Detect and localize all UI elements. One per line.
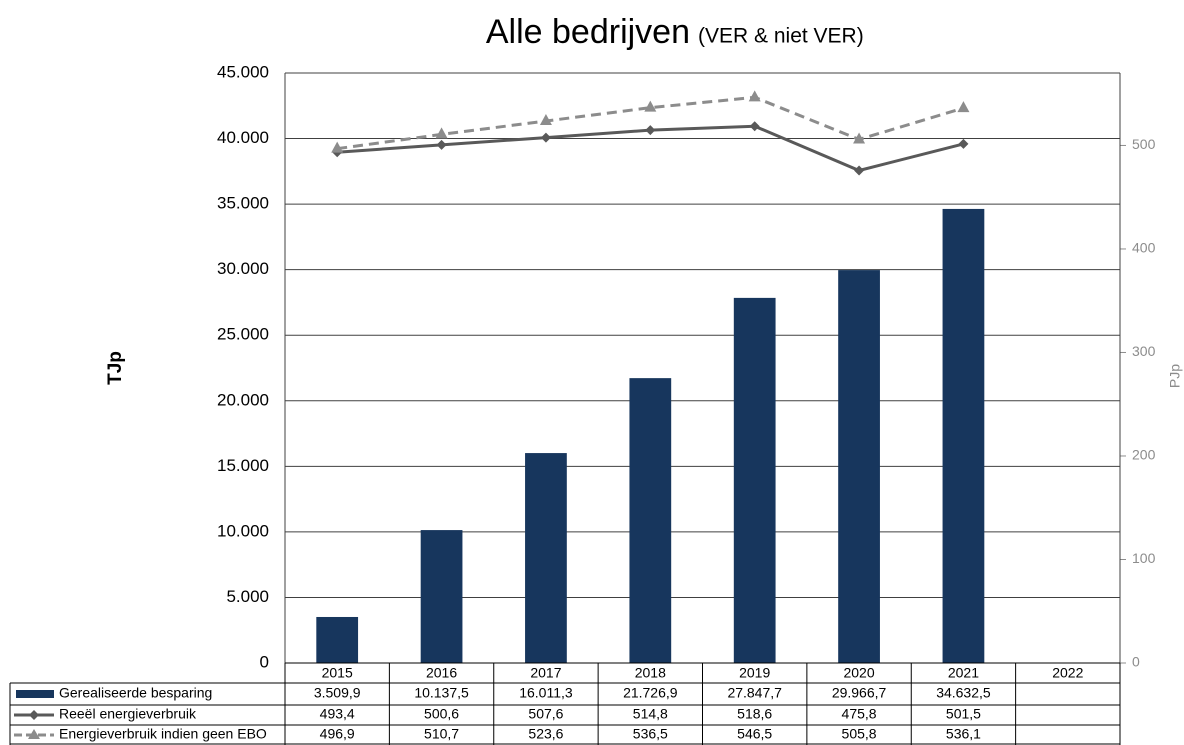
- marker: [540, 132, 551, 143]
- legend-marker: [28, 729, 40, 739]
- legend-swatch: [16, 690, 54, 698]
- table-value: 507,6: [528, 706, 563, 722]
- x-tick-label: 2021: [948, 665, 979, 681]
- chart-title: Alle bedrijven: [486, 13, 690, 51]
- y2-tick-label: 200: [1132, 447, 1156, 463]
- legend-label: Energieverbruik indien geen EBO: [59, 726, 267, 742]
- y2-tick-label: 500: [1132, 136, 1156, 152]
- table-value: 523,6: [528, 726, 563, 742]
- bar: [733, 297, 776, 663]
- y-tick-label: 10.000: [217, 521, 269, 540]
- legend-marker: [29, 710, 39, 720]
- marker: [958, 138, 969, 149]
- y-tick-label: 0: [260, 652, 269, 671]
- legend-label: Gerealiseerde besparing: [59, 685, 212, 701]
- x-tick-label: 2017: [530, 665, 561, 681]
- y-tick-label: 40.000: [217, 128, 269, 147]
- y-tick-label: 20.000: [217, 390, 269, 409]
- table-value: 501,5: [946, 706, 981, 722]
- table-value: 536,1: [946, 726, 981, 742]
- marker: [539, 114, 552, 126]
- y2-tick-label: 100: [1132, 550, 1156, 566]
- y-tick-label: 25.000: [217, 325, 269, 344]
- table-value: 514,8: [633, 706, 668, 722]
- y-tick-label: 45.000: [217, 62, 269, 81]
- y-axis-label: TJp: [105, 351, 126, 385]
- marker: [749, 121, 760, 132]
- table-value: 518,6: [737, 706, 772, 722]
- table-value: 21.726,9: [623, 685, 678, 701]
- bar: [525, 453, 567, 663]
- table-value: 27.847,7: [727, 685, 782, 701]
- x-tick-label: 2020: [843, 665, 874, 681]
- table-value: 16.011,3: [519, 685, 573, 701]
- marker: [957, 101, 970, 113]
- bar: [838, 270, 880, 663]
- marker: [853, 132, 866, 144]
- table-value: 536,5: [633, 726, 668, 742]
- y-tick-label: 15.000: [217, 456, 269, 475]
- table-value: 29.966,7: [832, 685, 887, 701]
- table-value: 505,8: [842, 726, 877, 742]
- marker: [436, 139, 447, 150]
- marker: [331, 141, 344, 153]
- x-tick-label: 2018: [635, 665, 666, 681]
- x-tick-label: 2019: [739, 665, 770, 681]
- table-value: 493,4: [320, 706, 355, 722]
- table-value: 546,5: [737, 726, 772, 742]
- marker: [644, 100, 657, 112]
- y-tick-label: 35.000: [217, 194, 269, 213]
- bar: [316, 616, 359, 663]
- bar: [942, 208, 985, 663]
- marker: [854, 165, 865, 176]
- table-value: 496,9: [320, 726, 355, 742]
- marker: [645, 125, 656, 136]
- table-value: 34.632,5: [936, 685, 991, 701]
- table-value: 3.509,9: [314, 685, 361, 701]
- table-value: 10.137,5: [414, 685, 469, 701]
- marker: [748, 90, 761, 102]
- table-value: 475,8: [842, 706, 877, 722]
- table-value: 500,6: [424, 706, 459, 722]
- x-tick-label: 2022: [1052, 665, 1083, 681]
- chart-subtitle: (VER & niet VER): [698, 25, 864, 48]
- y2-tick-label: 400: [1132, 240, 1156, 256]
- marker: [435, 127, 448, 139]
- y-tick-label: 5.000: [226, 587, 269, 606]
- bar: [629, 378, 672, 663]
- table-value: 510,7: [424, 726, 459, 742]
- y2-tick-label: 300: [1132, 343, 1156, 359]
- x-tick-label: 2015: [322, 665, 353, 681]
- legend-label: Reeël energieverbruik: [59, 706, 197, 722]
- x-tick-label: 2016: [426, 665, 457, 681]
- y2-tick-label: 0: [1132, 654, 1140, 670]
- y2-axis-label: PJp: [1167, 364, 1183, 388]
- y-tick-label: 30.000: [217, 259, 269, 278]
- bar: [420, 530, 463, 663]
